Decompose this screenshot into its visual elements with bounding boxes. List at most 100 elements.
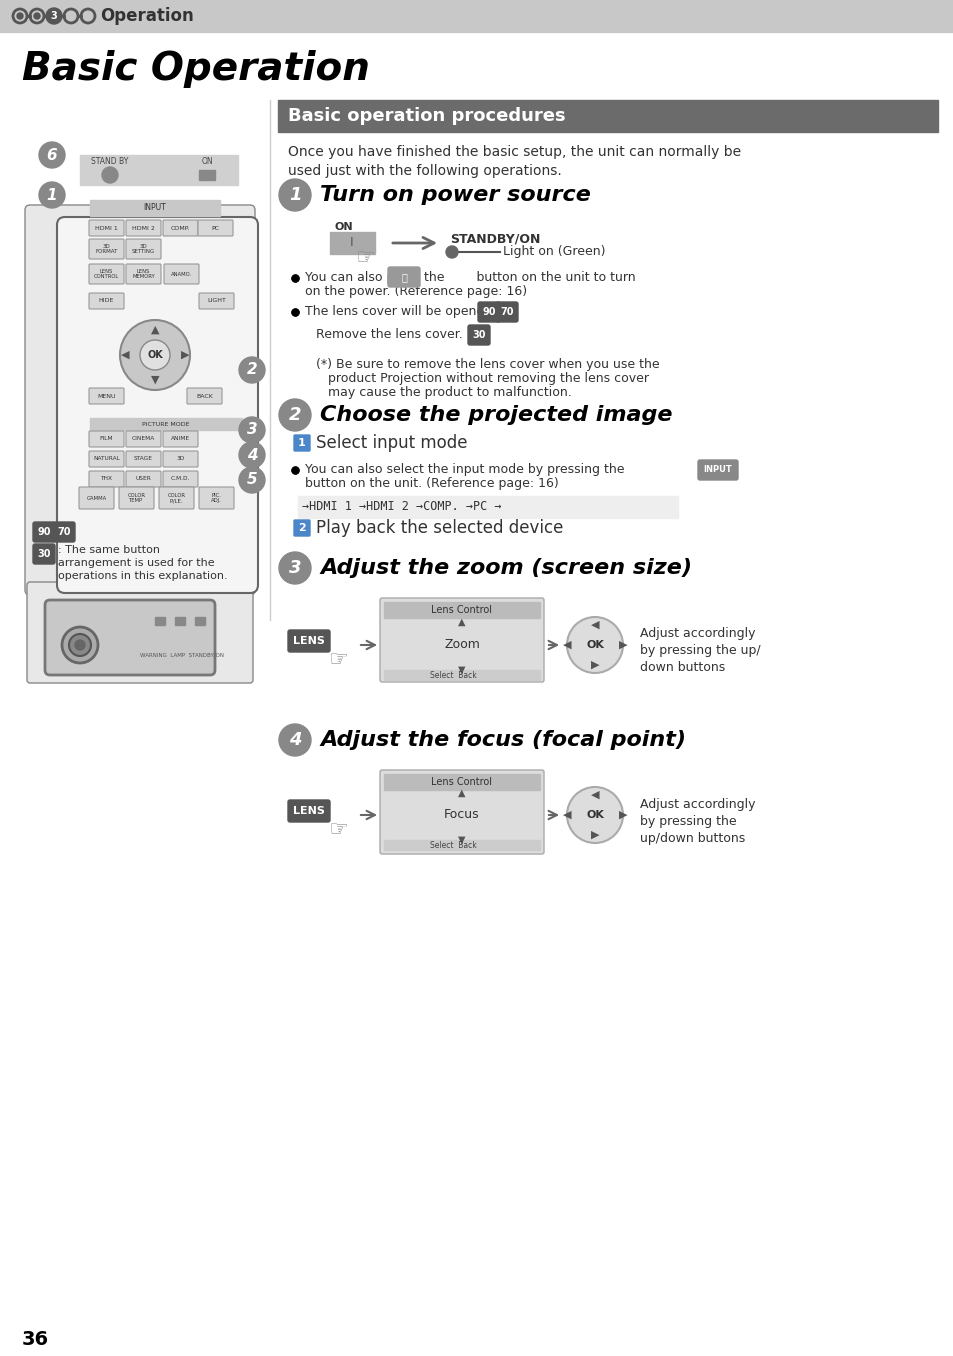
Circle shape — [446, 245, 457, 258]
Bar — [90, 418, 242, 430]
Text: INPUT: INPUT — [144, 203, 166, 213]
Text: 6: 6 — [47, 148, 57, 163]
Circle shape — [140, 340, 170, 370]
Text: You can also select the input mode by pressing the: You can also select the input mode by pr… — [305, 464, 624, 476]
Circle shape — [566, 786, 622, 843]
Text: Select  Back: Select Back — [430, 841, 476, 849]
Circle shape — [69, 635, 91, 656]
Circle shape — [39, 182, 65, 207]
Text: LENS: LENS — [293, 636, 325, 645]
Text: ☞: ☞ — [328, 820, 348, 839]
FancyBboxPatch shape — [477, 302, 499, 321]
Circle shape — [46, 8, 62, 24]
FancyBboxPatch shape — [388, 267, 419, 287]
FancyBboxPatch shape — [33, 522, 55, 542]
Text: LENS: LENS — [293, 805, 325, 816]
Text: ▼: ▼ — [457, 835, 465, 845]
Text: OK: OK — [585, 810, 603, 820]
Text: WARNING  LAMP  STANDBY/ON: WARNING LAMP STANDBY/ON — [140, 652, 224, 658]
FancyBboxPatch shape — [294, 519, 310, 536]
Text: 36: 36 — [22, 1330, 49, 1349]
Text: Operation: Operation — [100, 7, 193, 24]
Text: : The same button
arrangement is used for the
operations in this explanation.: : The same button arrangement is used fo… — [58, 545, 228, 582]
FancyBboxPatch shape — [89, 388, 124, 404]
Text: ANAMO.: ANAMO. — [171, 271, 192, 277]
Text: ⏽: ⏽ — [400, 273, 407, 282]
Circle shape — [278, 399, 311, 431]
Text: ◀: ◀ — [562, 810, 571, 820]
Text: Lens Control: Lens Control — [431, 605, 492, 616]
Circle shape — [239, 442, 265, 468]
Text: Play back the selected device: Play back the selected device — [315, 519, 563, 537]
FancyBboxPatch shape — [89, 264, 124, 283]
Bar — [384, 602, 539, 618]
Text: HIDE: HIDE — [99, 298, 114, 304]
Text: may cause the product to malfunction.: may cause the product to malfunction. — [328, 386, 571, 399]
FancyBboxPatch shape — [288, 631, 330, 652]
Text: ▶: ▶ — [590, 660, 598, 670]
Text: You can also press the        button on the unit to turn: You can also press the button on the uni… — [305, 271, 635, 285]
Circle shape — [278, 724, 311, 757]
FancyBboxPatch shape — [126, 239, 161, 259]
Text: 2: 2 — [289, 405, 301, 424]
Text: FILM: FILM — [100, 437, 113, 442]
Text: Focus: Focus — [444, 808, 479, 822]
Text: OK: OK — [147, 350, 163, 359]
Text: CINEMA: CINEMA — [132, 437, 155, 442]
FancyBboxPatch shape — [163, 431, 198, 447]
Text: ON: ON — [335, 222, 354, 232]
Text: ◀: ◀ — [562, 640, 571, 650]
FancyBboxPatch shape — [294, 435, 310, 452]
FancyBboxPatch shape — [45, 599, 214, 675]
FancyBboxPatch shape — [27, 582, 253, 683]
Text: The lens cover will be opened.: The lens cover will be opened. — [305, 305, 496, 319]
Bar — [0, 0, 953, 33]
FancyBboxPatch shape — [53, 522, 75, 542]
Text: Choose the projected image: Choose the projected image — [319, 405, 672, 424]
FancyBboxPatch shape — [163, 452, 198, 466]
Bar — [330, 232, 375, 254]
FancyBboxPatch shape — [379, 598, 543, 682]
Text: Select  Back: Select Back — [430, 670, 476, 679]
Text: ☞: ☞ — [328, 650, 348, 670]
Text: ◀: ◀ — [590, 620, 598, 631]
Bar — [154, 617, 165, 625]
Text: 70: 70 — [57, 527, 71, 537]
Text: STAND BY: STAND BY — [91, 157, 129, 167]
FancyBboxPatch shape — [126, 431, 161, 447]
Text: 4: 4 — [247, 447, 257, 462]
Circle shape — [278, 552, 311, 584]
Text: LENS
MEMORY: LENS MEMORY — [132, 268, 154, 279]
Bar — [384, 670, 539, 679]
FancyBboxPatch shape — [119, 487, 153, 508]
FancyBboxPatch shape — [288, 800, 330, 822]
Text: STANDBY/ON: STANDBY/ON — [450, 233, 539, 245]
Bar — [277, 100, 937, 132]
FancyBboxPatch shape — [163, 471, 198, 487]
Text: product Projection without removing the lens cover: product Projection without removing the … — [328, 372, 648, 385]
Bar — [297, 496, 678, 518]
FancyBboxPatch shape — [163, 220, 198, 236]
Text: Lens Control: Lens Control — [431, 777, 492, 786]
Text: Adjust accordingly
by pressing the up/
down buttons: Adjust accordingly by pressing the up/ d… — [639, 626, 760, 674]
Text: 30: 30 — [472, 330, 485, 340]
Text: ▲: ▲ — [457, 617, 465, 626]
Text: ▼: ▼ — [457, 664, 465, 675]
FancyBboxPatch shape — [379, 770, 543, 854]
Text: ▶: ▶ — [618, 810, 626, 820]
Circle shape — [102, 167, 118, 183]
Bar — [194, 617, 205, 625]
Text: COLOR
TEMP: COLOR TEMP — [128, 492, 146, 503]
Text: Light on (Green): Light on (Green) — [502, 245, 605, 259]
Text: ANIME: ANIME — [171, 437, 190, 442]
FancyBboxPatch shape — [25, 205, 254, 595]
Text: 3: 3 — [289, 559, 301, 578]
Text: ▶: ▶ — [590, 830, 598, 839]
Text: 3D: 3D — [176, 457, 185, 461]
Text: ▲: ▲ — [457, 788, 465, 797]
Text: Zoom: Zoom — [443, 639, 479, 651]
FancyBboxPatch shape — [496, 302, 517, 321]
Text: on the power. (Reference page: 16): on the power. (Reference page: 16) — [305, 286, 527, 298]
FancyBboxPatch shape — [126, 264, 161, 283]
Text: 1: 1 — [47, 187, 57, 202]
